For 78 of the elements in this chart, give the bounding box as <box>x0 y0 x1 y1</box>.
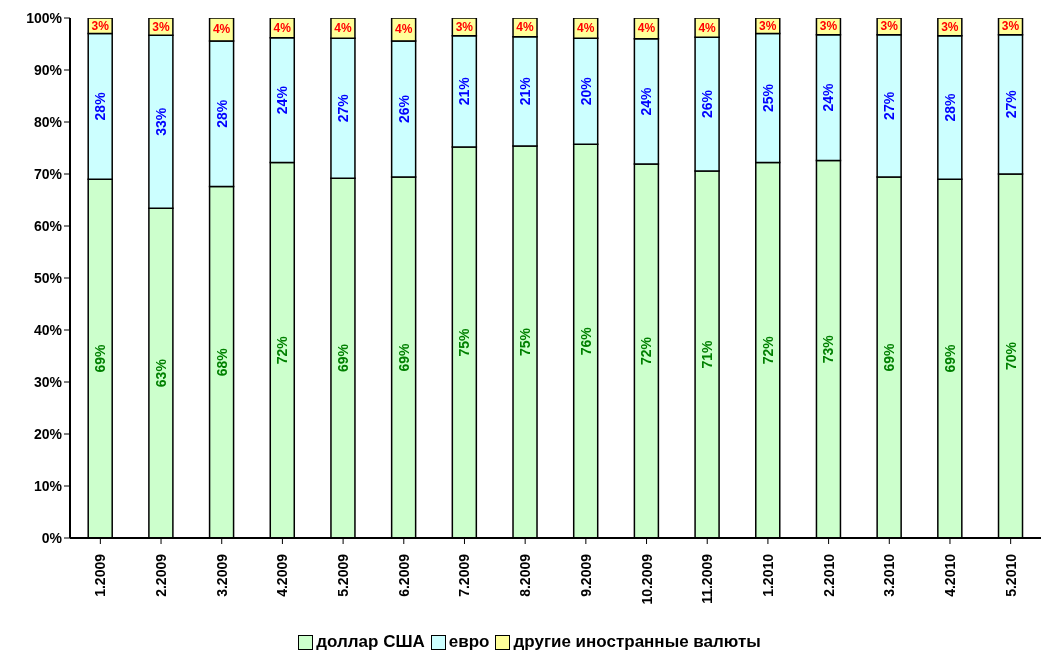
data-label: 28% <box>92 91 109 121</box>
legend-label: доллар США <box>316 632 425 652</box>
data-label: 3% <box>819 19 838 34</box>
data-label: 24% <box>638 86 655 116</box>
data-label: 3% <box>455 19 474 34</box>
x-tick-label: 3.2010 <box>881 553 898 597</box>
data-label: 3% <box>759 18 777 33</box>
y-tick-label: 70% <box>33 165 63 182</box>
y-tick-label: 40% <box>33 321 63 338</box>
data-label: 4% <box>212 22 231 37</box>
data-label: 69% <box>395 343 412 372</box>
x-tick-label: 4.2009 <box>274 553 291 597</box>
x-tick-label: 2.2010 <box>820 553 837 597</box>
data-label: 4% <box>577 21 595 36</box>
data-label: 63% <box>152 358 169 388</box>
data-label: 27% <box>334 93 351 123</box>
data-label: 75% <box>517 327 534 356</box>
data-label: 33% <box>152 107 169 136</box>
x-tick-label: 3.2009 <box>213 553 230 597</box>
data-label: 4% <box>394 22 413 37</box>
data-label: 70% <box>1002 341 1019 371</box>
x-tick-label: 1.2010 <box>759 553 776 597</box>
data-label: 3% <box>152 19 170 34</box>
data-label: 4% <box>273 20 292 35</box>
data-label: 71% <box>699 339 716 369</box>
y-tick-label: 20% <box>33 425 63 442</box>
x-tick-label: 2.2009 <box>153 553 170 597</box>
legend-label: евро <box>448 632 490 652</box>
data-label: 4% <box>516 20 535 35</box>
data-label: 26% <box>395 94 412 124</box>
y-tick-label: 90% <box>33 61 63 78</box>
x-tick-label: 5.2009 <box>335 553 352 597</box>
data-label: 3% <box>1001 19 1020 34</box>
data-label: 27% <box>881 91 898 120</box>
data-label: 21% <box>517 76 534 106</box>
data-label: 4% <box>698 20 717 35</box>
data-label: 72% <box>274 335 291 365</box>
data-label: 69% <box>92 344 109 373</box>
data-label: 76% <box>577 326 594 356</box>
x-tick-label: 11.2009 <box>699 553 716 604</box>
data-label: 72% <box>759 335 776 365</box>
data-label: 4% <box>334 21 352 36</box>
data-label: 28% <box>213 99 230 128</box>
data-label: 69% <box>881 343 898 372</box>
data-label: 3% <box>91 18 110 33</box>
data-label: 24% <box>274 85 291 115</box>
y-tick-label: 100% <box>26 9 63 26</box>
data-label: 4% <box>637 21 656 36</box>
data-label: 21% <box>456 76 473 106</box>
y-tick-label: 10% <box>33 477 63 494</box>
data-label: 24% <box>820 83 837 112</box>
data-label: 3% <box>941 19 959 34</box>
data-label: 69% <box>941 344 958 373</box>
data-label: 28% <box>941 92 958 122</box>
y-tick-label: 80% <box>33 113 63 130</box>
x-tick-label: 10.2009 <box>638 553 655 605</box>
x-tick-label: 7.2009 <box>456 553 473 597</box>
data-label: 27% <box>1002 89 1019 119</box>
y-tick-label: 30% <box>33 373 63 390</box>
legend-label: другие иностранные валюты <box>513 632 761 652</box>
data-label: 73% <box>820 334 837 364</box>
x-tick-label: 5.2010 <box>1002 553 1019 597</box>
data-label: 3% <box>880 19 899 34</box>
x-tick-label: 4.2010 <box>941 553 958 597</box>
data-label: 26% <box>699 89 716 119</box>
y-tick-label: 0% <box>41 529 63 546</box>
y-tick-label: 60% <box>33 217 63 234</box>
data-label: 68% <box>213 347 230 377</box>
x-tick-label: 9.2009 <box>577 553 594 597</box>
data-label: 75% <box>456 327 473 357</box>
data-label: 20% <box>577 76 594 106</box>
data-label: 25% <box>759 83 776 113</box>
x-tick-label: 8.2009 <box>517 553 534 597</box>
x-tick-label: 1.2009 <box>92 553 109 597</box>
y-tick-label: 50% <box>33 269 63 286</box>
data-label: 72% <box>638 336 655 366</box>
data-label: 69% <box>334 343 351 373</box>
x-tick-label: 6.2009 <box>395 553 412 597</box>
